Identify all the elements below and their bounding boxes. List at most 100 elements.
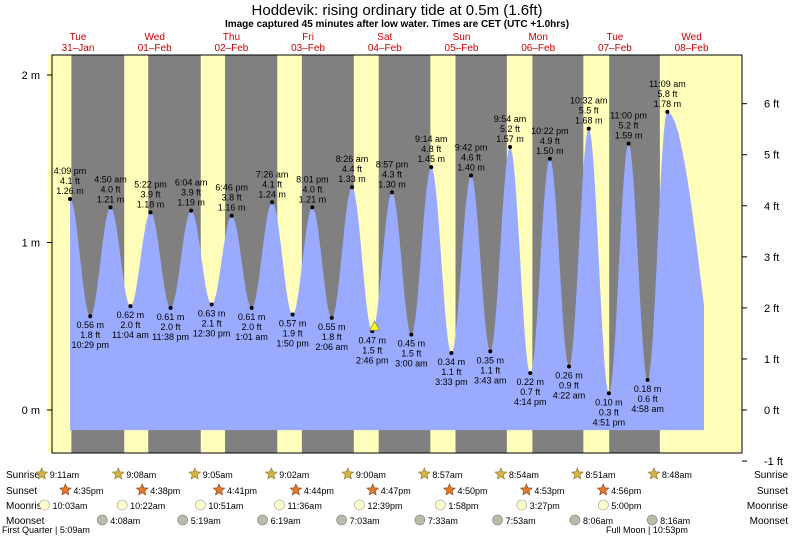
- tide-point: [469, 173, 474, 178]
- tide-height-ft: 0.9 ft: [559, 380, 580, 390]
- tide-point: [108, 205, 113, 210]
- tide-time: 3:33 pm: [435, 377, 468, 387]
- moonset-time: 8:06am: [583, 516, 613, 526]
- y-tick-label-right: -1 ft: [764, 456, 783, 468]
- tide-height-ft: 2.1 ft: [202, 318, 223, 328]
- moonrise-icon: [39, 499, 50, 511]
- sunset-time: 4:56pm: [611, 486, 641, 496]
- tide-point: [209, 302, 214, 307]
- y-tick-label-right: 5 ft: [764, 150, 779, 162]
- moon-phase-full-moon: Full Moon | 10:53pm: [606, 525, 688, 535]
- tide-height-m: 0.56 m: [76, 320, 104, 330]
- tide-height-m: 0.34 m: [438, 357, 466, 367]
- tide-time: 8:26 am: [336, 154, 369, 164]
- tide-height-m: 1.30 m: [378, 179, 406, 189]
- tide-time: 12:30 pm: [193, 328, 231, 338]
- chart-title: Hoddevik: rising ordinary tide at 0.5m (…: [252, 2, 543, 19]
- tide-time: 4:22 am: [553, 390, 586, 400]
- day-name: Mon: [528, 32, 547, 43]
- sunrise-icon: [417, 467, 431, 480]
- sunrise-icon: [35, 467, 49, 480]
- tide-height-ft: 2.0 ft: [242, 322, 263, 332]
- tide-height-m: 0.62 m: [117, 310, 145, 320]
- day-date: 06–Feb: [521, 43, 555, 54]
- day-name: Wed: [681, 32, 701, 43]
- moonrise-time: 5:00pm: [611, 501, 641, 511]
- sunrise-time: 8:48am: [662, 470, 692, 480]
- tide-time: 11:09 am: [649, 79, 686, 89]
- tide-point: [567, 364, 572, 369]
- sunset-time: 4:44pm: [304, 486, 334, 496]
- day-date: 03–Feb: [291, 43, 325, 54]
- tide-point: [409, 332, 414, 337]
- day-date: 02–Feb: [214, 43, 248, 54]
- tide-height-ft: 4.4 ft: [342, 164, 363, 174]
- moonrise-time: 3:27pm: [530, 501, 560, 511]
- moonset-icon: [257, 514, 268, 526]
- tide-point: [390, 190, 395, 195]
- row-label-right-moonset: Moonset: [750, 516, 789, 527]
- tide-height-ft: 3.9 ft: [141, 189, 162, 199]
- tide-point: [488, 349, 493, 354]
- day-date: 05–Feb: [445, 43, 479, 54]
- tide-point: [429, 165, 434, 170]
- tide-height-m: 0.35 m: [477, 355, 505, 365]
- tide-time: 3:00 am: [395, 359, 428, 369]
- tide-point: [270, 200, 275, 205]
- day-date: 04–Feb: [368, 43, 402, 54]
- tide-height-ft: 1.5 ft: [401, 349, 422, 359]
- moonset-icon: [569, 514, 581, 526]
- moonset-time: 4:08am: [110, 516, 140, 526]
- chart-subtitle: Image captured 45 minutes after low wate…: [225, 19, 569, 30]
- moonset-icon: [336, 514, 347, 526]
- tide-point: [606, 391, 611, 396]
- tide-height-m: 1.21 m: [97, 194, 125, 204]
- sunrise-time: 9:11am: [50, 470, 79, 480]
- y-tick-label-right: 1 ft: [764, 354, 779, 366]
- row-label-right-sunrise: Sunrise: [754, 470, 788, 481]
- daylight-band: [47, 55, 72, 453]
- tide-point: [128, 304, 133, 309]
- sunrise-time: 9:02am: [279, 470, 309, 480]
- tide-height-m: 1.33 m: [338, 174, 366, 184]
- tide-height-m: 0.61 m: [238, 312, 266, 322]
- tide-height-m: 1.40 m: [457, 163, 485, 173]
- tide-time: 7:26 am: [256, 169, 289, 179]
- moonset-icon: [96, 514, 108, 526]
- tide-time: 1:50 pm: [276, 339, 309, 349]
- moonset-time: 7:03am: [350, 516, 380, 526]
- tide-time: 8:57 pm: [376, 159, 409, 169]
- tide-point: [290, 312, 295, 317]
- day-date: 08–Feb: [675, 43, 709, 54]
- tide-point: [350, 185, 355, 190]
- tide-point: [665, 109, 670, 114]
- tide-height-ft: 3.9 ft: [181, 188, 202, 198]
- tide-point: [229, 213, 234, 218]
- tide-height-ft: 4.0 ft: [101, 184, 122, 194]
- tide-height-ft: 4.6 ft: [461, 153, 482, 163]
- day-name: Tue: [70, 32, 87, 43]
- sunrise-time: 9:05am: [203, 470, 233, 480]
- tide-point: [508, 145, 513, 150]
- y-tick-label-left: 1 m: [22, 238, 40, 250]
- tide-height-ft: 1.1 ft: [480, 365, 501, 375]
- y-tick-label-right: 0 ft: [764, 405, 779, 417]
- water-area: [70, 111, 704, 431]
- tide-height-ft: 4.1 ft: [262, 179, 283, 189]
- tide-point: [645, 377, 650, 382]
- moonrise-icon: [274, 499, 285, 511]
- row-label-right-sunset: Sunset: [757, 486, 788, 497]
- sunset-icon: [135, 483, 149, 496]
- tide-time: 1:01 am: [235, 332, 268, 342]
- moon-phase-first-quarter: First Quarter | 5:09am: [2, 525, 90, 535]
- tide-height-ft: 0.6 ft: [638, 394, 659, 404]
- row-label-moonrise: Moonrise: [6, 501, 48, 512]
- tide-time: 10:32 am: [570, 96, 608, 106]
- moonrise-icon: [598, 499, 609, 511]
- sunset-time: 4:50pm: [458, 486, 488, 496]
- tide-height-m: 1.50 m: [536, 146, 564, 156]
- tide-height-ft: 5.8 ft: [657, 89, 678, 99]
- tide-height-ft: 4.9 ft: [540, 136, 561, 146]
